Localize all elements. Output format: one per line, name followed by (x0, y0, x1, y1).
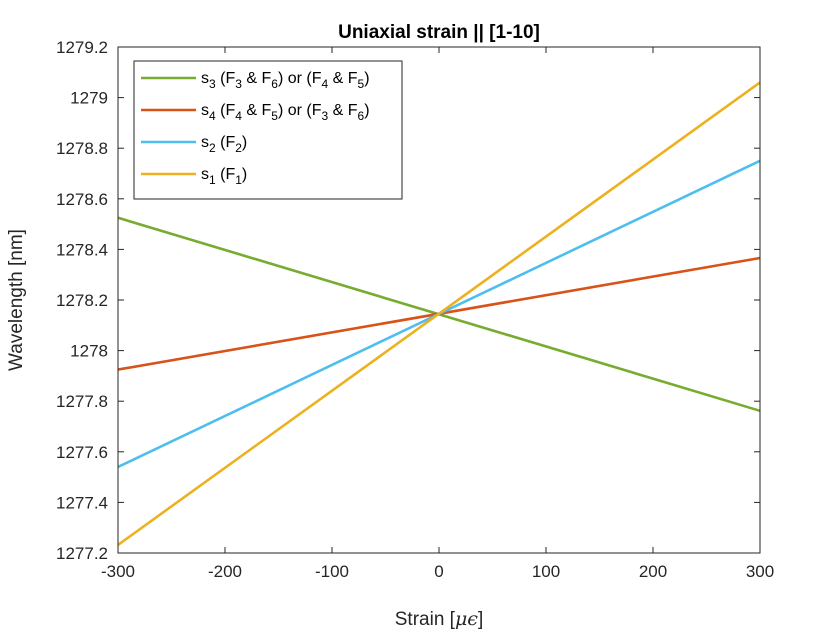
x-tick-label: -200 (208, 562, 242, 581)
x-tick-label: 0 (434, 562, 443, 581)
legend-label-1: s3 (F3 & F6) or (F4 & F5) (201, 70, 370, 91)
x-tick-label: -300 (101, 562, 135, 581)
y-tick-label: 1277.2 (56, 544, 108, 563)
legend-label-4: s1 (F1) (201, 166, 247, 187)
y-tick-label: 1278 (70, 342, 108, 361)
y-tick-label: 1277.4 (56, 493, 108, 512)
x-axis-label-text: Strain [ (395, 609, 456, 630)
legend: s3 (F3 & F6) or (F4 & F5) s4 (F4 & F5) or… (133, 60, 403, 200)
x-tick-label: 200 (639, 562, 667, 581)
x-axis-label-unit: μϵ (455, 608, 478, 630)
series-layer (117, 81, 761, 546)
legend-label-3: s2 (F2) (201, 134, 247, 155)
x-axis-label-close: ] (478, 609, 483, 630)
y-tick-label: 1278.4 (56, 240, 108, 259)
x-tick-label: -100 (315, 562, 349, 581)
x-tick-label: 300 (746, 562, 774, 581)
y-tick-label: 1277.6 (56, 443, 108, 462)
y-tick-label: 1278.8 (56, 139, 108, 158)
y-tick-label: 1277.8 (56, 392, 108, 411)
y-tick-label: 1278.2 (56, 291, 108, 310)
x-tick-label: 100 (532, 562, 560, 581)
tick-layer: -300 -200 -100 0 100 200 300 1277.2 1277.4 1277.6… (56, 38, 774, 581)
chart-title: Uniaxial strain || [1-10] (338, 22, 540, 43)
y-axis-label: Wavelength [nm] (6, 229, 27, 371)
legend-label-2: s4 (F4 & F5) or (F3 & F6) (201, 102, 370, 123)
y-tick-label: 1279 (70, 89, 108, 108)
series-line-4 (117, 81, 761, 546)
y-tick-label: 1279.2 (56, 38, 108, 57)
y-tick-label: 1278.6 (56, 190, 108, 209)
x-axis-label: Strain [μϵ] (395, 608, 483, 630)
legend-box (133, 60, 403, 200)
